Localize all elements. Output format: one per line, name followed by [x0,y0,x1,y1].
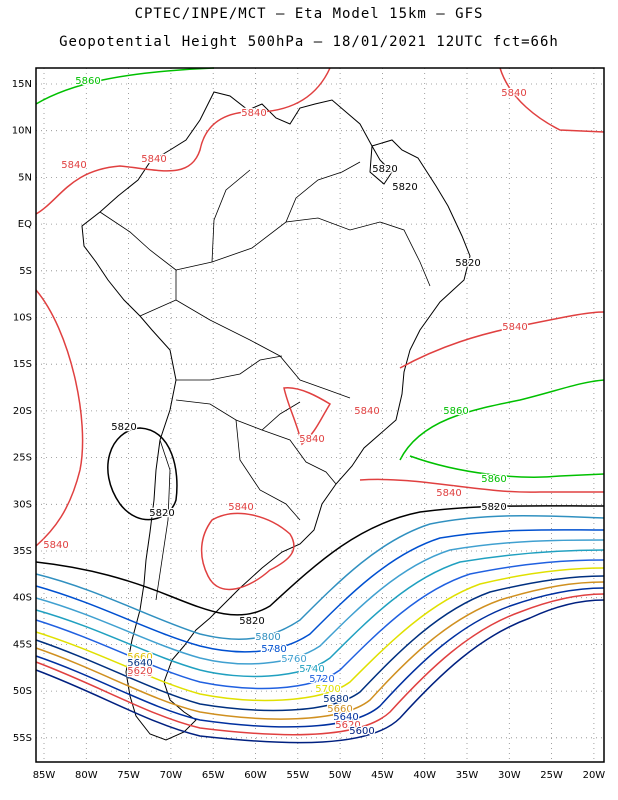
contour-5860-east2 [409,455,605,478]
lat-tick-label: 55S [13,733,32,744]
lat-tick-label: 20S [13,406,32,417]
contour-value-label: 5820 [372,164,397,175]
coastline [81,91,471,741]
lat-tick-label: 25S [13,453,32,464]
contour-value-label: 5700 [315,684,340,695]
contour-value-label: 5860 [75,76,100,87]
lon-tick-label: 55W [286,770,309,781]
contour-value-label: 5800 [255,632,280,643]
contour-value-label: 5660 [127,652,152,663]
contour-5860-north [35,67,215,105]
contour-5740 [35,549,605,678]
contour-lines [35,67,605,744]
map-title-line1: CPTEC/INPE/MCT – Eta Model 15km – GFS [134,6,484,22]
lat-tick-label: 35S [13,546,32,557]
lat-tick-label: 10N [12,126,32,137]
contour-value-label: 5840 [299,434,324,445]
contour-value-label: 5780 [261,644,286,655]
contour-5840-south [359,478,604,493]
lat-tick-label: 30S [13,499,32,510]
lon-tick-label: 85W [33,770,56,781]
contour-value-label: 5840 [61,160,86,171]
contour-value-label: 5640 [333,712,358,723]
contour-value-label: 5840 [502,322,527,333]
lon-tick-label: 60W [244,770,267,781]
contour-5840-pantanal [283,387,332,446]
contour-value-label: 5820 [149,508,174,519]
lon-tick-label: 80W [75,770,98,781]
contour-5820-high [107,427,178,521]
contour-value-label: 5840 [228,502,253,513]
contour-5840-argentina [200,512,295,591]
contour-5840-ne [499,67,605,133]
lon-tick-label: 25W [540,770,563,781]
contour-value-label: 5840 [436,488,461,499]
country-borders [99,161,431,601]
contour-value-label: 5600 [349,726,374,737]
contour-value-label: 5760 [281,654,306,665]
lat-tick-label: 50S [13,686,32,697]
contour-5840-north [35,67,331,215]
contour-5840-mid [399,311,605,369]
contour-value-label: 5720 [309,674,334,685]
contour-5720 [35,559,605,690]
lon-tick-label: 45W [371,770,394,781]
contour-5700 [35,567,605,702]
contour-value-label: 5820 [111,422,136,433]
contour-value-label: 5840 [501,88,526,99]
contour-value-label: 5620 [127,666,152,677]
contour-5600 [35,599,605,744]
contour-value-label: 5820 [455,258,480,269]
lat-tick-label: 15N [12,79,32,90]
lat-tick-label: 15S [13,359,32,370]
contour-value-label: 5840 [43,540,68,551]
contour-value-label: 5680 [323,694,348,705]
contour-5660 [35,581,605,720]
contour-5840-left [35,289,84,547]
lat-tick-label: 45S [13,639,32,650]
lat-lon-grid [36,68,604,762]
lat-tick-label: EQ [18,219,32,230]
lon-tick-label: 70W [160,770,183,781]
contour-value-label: 5820 [481,502,506,513]
contour-5800 [35,514,605,641]
contour-5620 [35,593,605,736]
lon-tick-label: 50W [329,770,352,781]
contour-value-label: 5840 [241,108,266,119]
contour-value-label: 5620 [335,720,360,731]
contour-value-label: 5820 [392,182,417,193]
lon-tick-label: 30W [498,770,521,781]
contour-5780 [35,529,605,653]
lon-tick-label: 35W [456,770,479,781]
contour-value-label: 5840 [354,406,379,417]
lon-tick-label: 65W [202,770,225,781]
contour-labels: 5860 5840 5840 5840 5840 5840 5840 5840 5840 5840… [42,75,529,739]
contour-value-label: 5820 [239,616,264,627]
contour-value-label: 5840 [127,668,152,679]
lon-tick-label: 40W [413,770,436,781]
contour-5640 [35,587,605,728]
contour-5860-east [399,379,605,461]
longitude-labels: 85W 80W 75W 70W 65W 60W 55W 50W 45W 40W 35W 30W 25W 2… [33,770,606,781]
lat-tick-label: 5N [18,172,32,183]
lon-tick-label: 75W [117,770,140,781]
lat-tick-label: 5S [19,266,32,277]
lat-tick-label: 10S [13,313,32,324]
contour-value-label: 5840 [141,154,166,165]
contour-value-label: 5860 [443,406,468,417]
lat-tick-label: 40S [13,593,32,604]
contour-value-label: 5640 [127,658,152,669]
lon-tick-label: 20W [583,770,606,781]
contour-value-label: 5740 [299,664,324,675]
map-frame [35,67,605,763]
contour-5680 [35,575,605,712]
contour-value-label: 5660 [327,704,352,715]
contour-5820-main [35,505,605,616]
latitude-labels: 15N 10N 5N EQ 5S 10S 15S 20S 25S 30S 35S 40S 45S 50S 5… [12,79,32,744]
contour-value-label: 5860 [481,474,506,485]
contour-5760 [35,539,605,665]
map-title-line2: Geopotential Height 500hPa – 18/01/2021 … [59,34,559,50]
